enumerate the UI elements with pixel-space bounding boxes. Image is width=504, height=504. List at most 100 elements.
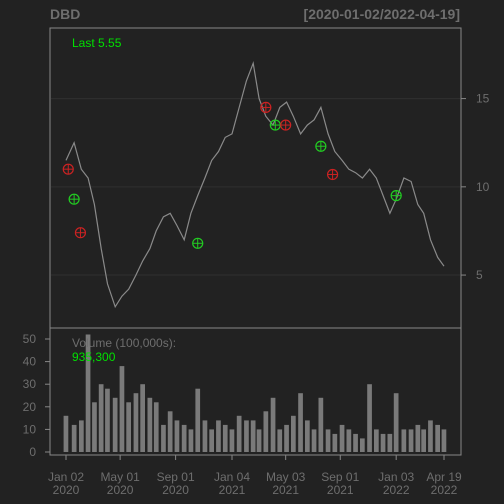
date-tick-label: Jan 03 bbox=[378, 470, 414, 484]
volume-bar bbox=[360, 438, 365, 452]
volume-label: Volume (100,000s): bbox=[72, 336, 176, 350]
buy-signal-marker bbox=[390, 190, 402, 202]
volume-bar bbox=[277, 429, 283, 452]
plot-frame bbox=[49, 27, 462, 456]
volume-bar bbox=[63, 415, 69, 452]
volume-bar bbox=[421, 429, 426, 452]
volume-bar bbox=[380, 433, 386, 452]
date-tick-year: 2022 bbox=[383, 483, 410, 497]
price-series-line bbox=[65, 61, 445, 309]
volume-bar bbox=[181, 424, 187, 452]
date-tick-year: 2022 bbox=[431, 483, 458, 497]
volume-bar bbox=[374, 429, 379, 452]
volume-bar bbox=[298, 393, 303, 452]
volume-bar bbox=[256, 429, 262, 452]
volume-bar bbox=[408, 429, 414, 452]
volume-tick-label: 30 bbox=[23, 377, 37, 391]
volume-bar bbox=[305, 420, 310, 452]
date-tick-label: Jan 04 bbox=[214, 470, 250, 484]
volume-bar bbox=[71, 424, 77, 452]
date-tick-label: Jan 02 bbox=[48, 470, 84, 484]
volume-bar bbox=[153, 402, 159, 452]
buy-signal-marker bbox=[269, 119, 281, 131]
volume-tick-label: 0 bbox=[29, 445, 36, 459]
volume-bar bbox=[92, 402, 97, 452]
volume-bars bbox=[63, 334, 447, 452]
volume-bar bbox=[161, 424, 166, 452]
volume-bar bbox=[311, 429, 317, 452]
date-tick-label: May 03 bbox=[266, 470, 306, 484]
sell-signal-marker bbox=[326, 168, 339, 181]
volume-bar bbox=[174, 420, 180, 452]
volume-bar bbox=[119, 366, 125, 452]
buy-signal-marker bbox=[315, 140, 327, 152]
volume-bar bbox=[133, 393, 139, 452]
date-tick-year: 2020 bbox=[162, 483, 189, 497]
price-tick-label: 15 bbox=[476, 92, 490, 106]
volume-bar bbox=[147, 397, 153, 452]
sell-signal-marker bbox=[62, 163, 74, 175]
volume-bar bbox=[202, 420, 208, 452]
volume-bar bbox=[435, 424, 440, 452]
sell-signal-marker bbox=[260, 101, 272, 114]
volume-value: 935,300 bbox=[72, 350, 116, 364]
volume-bar bbox=[346, 429, 352, 452]
volume-bar bbox=[140, 384, 145, 452]
volume-bar bbox=[415, 424, 421, 452]
volume-bar bbox=[112, 397, 118, 452]
chart-title: DBD bbox=[50, 6, 80, 22]
volume-bar bbox=[318, 397, 324, 452]
volume-bar bbox=[291, 415, 296, 452]
date-tick-label: Sep 01 bbox=[321, 470, 359, 484]
volume-bar bbox=[441, 429, 447, 452]
date-tick-year: 2021 bbox=[219, 483, 246, 497]
volume-bar bbox=[195, 388, 201, 452]
volume-bar bbox=[244, 420, 249, 452]
volume-bar bbox=[222, 424, 228, 452]
volume-bar bbox=[284, 424, 289, 452]
volume-bar bbox=[126, 402, 131, 452]
volume-bar bbox=[209, 429, 214, 452]
buy-signal-marker bbox=[192, 237, 204, 249]
buy-signal-marker bbox=[68, 193, 80, 205]
date-tick-label: May 01 bbox=[100, 470, 140, 484]
volume-bar bbox=[105, 388, 110, 452]
volume-bar bbox=[393, 393, 399, 452]
date-tick-year: 2020 bbox=[107, 483, 134, 497]
signal-markers bbox=[62, 101, 402, 249]
volume-tick-label: 50 bbox=[23, 332, 37, 346]
volume-bar bbox=[353, 433, 358, 452]
volume-bar bbox=[367, 384, 372, 452]
volume-bar bbox=[263, 411, 269, 452]
volume-bar bbox=[332, 433, 338, 452]
volume-bar bbox=[85, 334, 91, 452]
volume-bar bbox=[79, 420, 84, 452]
date-tick-label: Sep 01 bbox=[157, 470, 195, 484]
volume-bar bbox=[236, 415, 242, 452]
chart-date-range: [2020-01-02/2022-04-19] bbox=[304, 6, 460, 22]
volume-bar bbox=[428, 420, 433, 452]
volume-bar bbox=[325, 429, 331, 452]
volume-tick-label: 20 bbox=[23, 400, 37, 414]
volume-bar bbox=[387, 433, 393, 452]
volume-tick-label: 40 bbox=[23, 355, 37, 369]
volume-bar bbox=[401, 429, 407, 452]
volume-bar bbox=[167, 411, 173, 452]
volume-bar bbox=[339, 424, 345, 452]
volume-bar bbox=[250, 420, 256, 452]
volume-bar bbox=[188, 429, 194, 452]
date-tick-label: Apr 19 bbox=[426, 470, 462, 484]
date-tick-year: 2021 bbox=[327, 483, 354, 497]
volume-bar bbox=[216, 420, 221, 452]
volume-tick-label: 10 bbox=[23, 422, 37, 436]
volume-bar bbox=[270, 397, 276, 452]
date-tick-year: 2021 bbox=[272, 483, 299, 497]
grid-lines bbox=[51, 98, 460, 276]
date-tick-year: 2020 bbox=[53, 483, 80, 497]
sell-signal-marker bbox=[280, 119, 292, 131]
price-tick-label: 10 bbox=[476, 180, 490, 194]
volume-axis: 0 10 20 30 40 50 bbox=[23, 332, 50, 459]
